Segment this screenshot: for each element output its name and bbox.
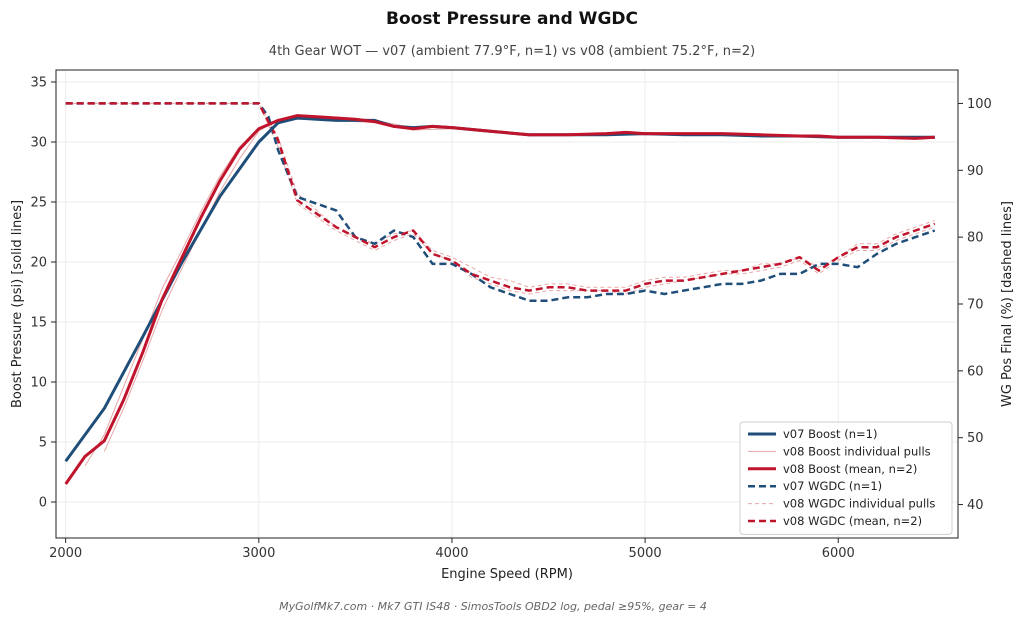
x-tick-label: 5000 [629,546,662,561]
y-axis-label-right: WG Pos Final (%) [dashed lines] [1000,201,1015,407]
y-right-tick-label: 80 [967,231,984,246]
y-right-tick-label: 90 [967,164,984,179]
legend-box [739,421,953,535]
y-axis-label-left: Boost Pressure (psi) [solid lines] [10,200,25,408]
chart-title: Boost Pressure and WGDC [386,9,638,29]
y-right-tick-label: 70 [967,298,984,313]
x-tick-label: 3000 [242,546,275,561]
y-left-tick-label: 5 [39,436,47,451]
axis-ticks: 2000 3000 4000 5000 6000 0 5 10 15 20 25 30 35 40 50 60… [30,76,991,562]
y-left-tick-label: 35 [30,76,47,91]
y-right-tick-label: 50 [967,431,984,446]
y-right-tick-label: 40 [967,498,984,513]
legend-label: v07 WGDC (n=1) [783,479,882,493]
x-tick-label: 4000 [435,546,468,561]
series-line-boost [64,114,935,485]
y-left-tick-label: 20 [30,256,47,271]
y-left-tick-label: 10 [30,376,47,391]
series-line-wgdc [65,102,936,292]
x-axis-label: Engine Speed (RPM) [441,567,573,582]
legend-label: v08 Boost (mean, n=2) [783,462,917,476]
legend-label: v07 Boost (n=1) [783,427,877,441]
series-line-wgdc [65,102,936,302]
series-line-boost [84,118,935,467]
legend-label: v08 WGDC (mean, n=2) [783,514,922,528]
x-tick-label: 6000 [822,546,855,561]
legend-label: v08 Boost individual pulls [783,444,931,458]
series-line-wgdc [65,102,935,295]
y-right-tick-label: 100 [967,97,992,112]
y-left-tick-label: 30 [30,136,47,151]
y-left-tick-label: 25 [30,196,47,211]
x-tick-label: 2000 [49,546,82,561]
y-right-tick-label: 60 [967,364,984,379]
footer-note: MyGolfMk7.com · Mk7 GTI IS48 · SimosTool… [279,600,707,613]
y-left-tick-label: 0 [39,496,47,511]
legend: v07 Boost (n=1) v08 Boost individual pull… [739,421,953,535]
chart-subtitle: 4th Gear WOT — v07 (ambient 77.9°F, n=1)… [269,44,755,59]
legend-label: v08 WGDC individual pulls [783,497,935,511]
y-left-tick-label: 15 [30,316,47,331]
series-group [64,102,936,485]
